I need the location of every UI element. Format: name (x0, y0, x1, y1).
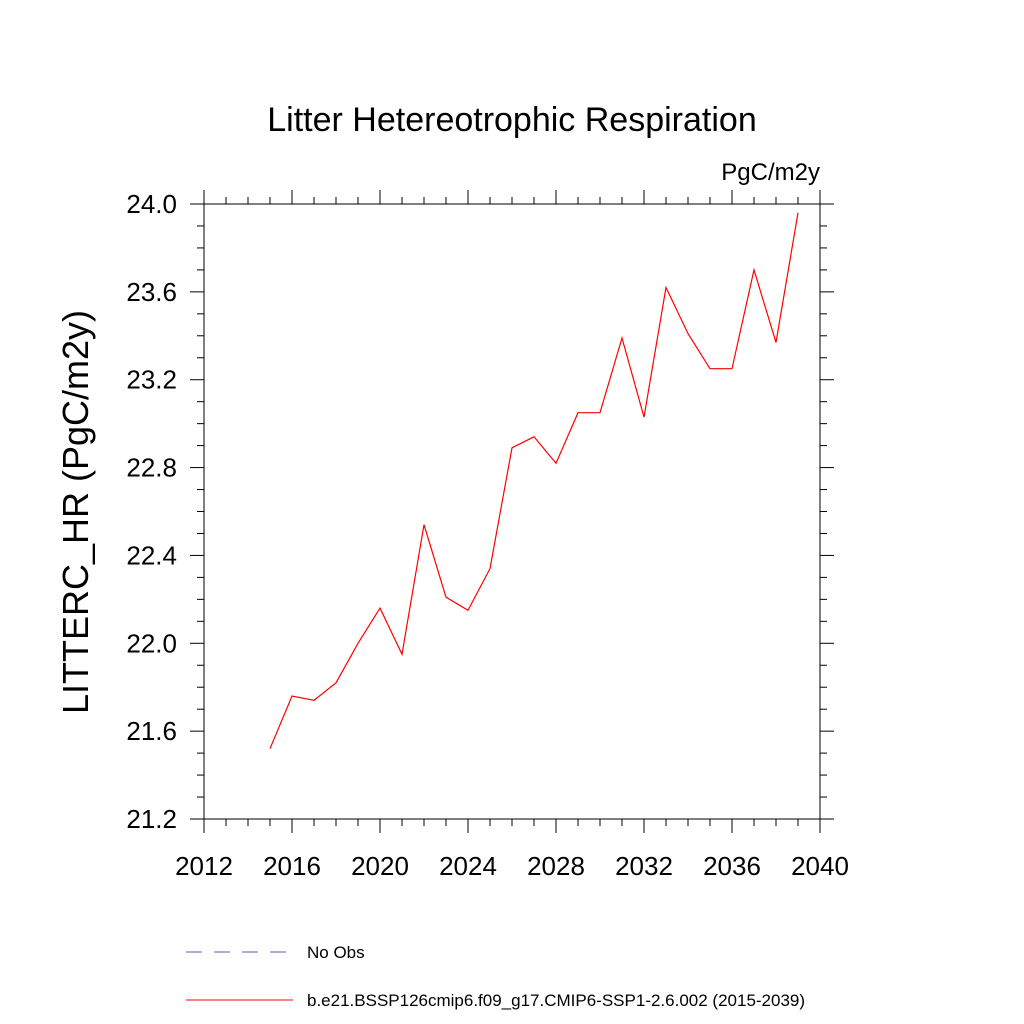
series-line (269, 212, 799, 749)
units-label: PgC/m2y (721, 159, 820, 186)
legend-label: b.e21.BSSP126cmip6.f09_g17.CMIP6-SSP1-2.… (307, 991, 805, 1010)
y-tick-label: 24.0 (126, 189, 177, 219)
y-tick-label: 21.6 (126, 716, 177, 746)
x-tick-label: 2024 (439, 851, 497, 881)
y-tick-label: 22.0 (126, 628, 177, 658)
x-tick-label: 2020 (351, 851, 409, 881)
axis-ticks (190, 190, 834, 833)
x-tick-label: 2040 (791, 851, 849, 881)
chart-title: Litter Hetereotrophic Respiration (267, 101, 756, 139)
legend-label: No Obs (307, 943, 365, 962)
y-tick-label: 22.4 (126, 540, 177, 570)
y-tick-label: 23.6 (126, 277, 177, 307)
x-tick-label: 2028 (527, 851, 585, 881)
y-tick-label: 23.2 (126, 365, 177, 395)
legend: No Obs b.e21.BSSP126cmip6.f09_g17.CMIP6-S… (186, 943, 805, 1010)
x-tick-labels: 2012 2016 2020 2024 2028 2032 2036 2040 (175, 851, 849, 881)
y-tick-label: 21.2 (126, 804, 177, 834)
plot-frame (203, 203, 821, 820)
x-tick-label: 2012 (175, 851, 233, 881)
x-tick-label: 2036 (703, 851, 761, 881)
y-axis-label: LITTERC_HR (PgC/m2y) (55, 310, 96, 714)
series-group (269, 212, 799, 749)
y-tick-labels: 21.2 21.6 22.0 22.4 22.8 23.2 23.6 24.0 (126, 189, 177, 834)
x-tick-label: 2032 (615, 851, 673, 881)
x-tick-label: 2016 (263, 851, 321, 881)
y-tick-label: 22.8 (126, 453, 177, 483)
